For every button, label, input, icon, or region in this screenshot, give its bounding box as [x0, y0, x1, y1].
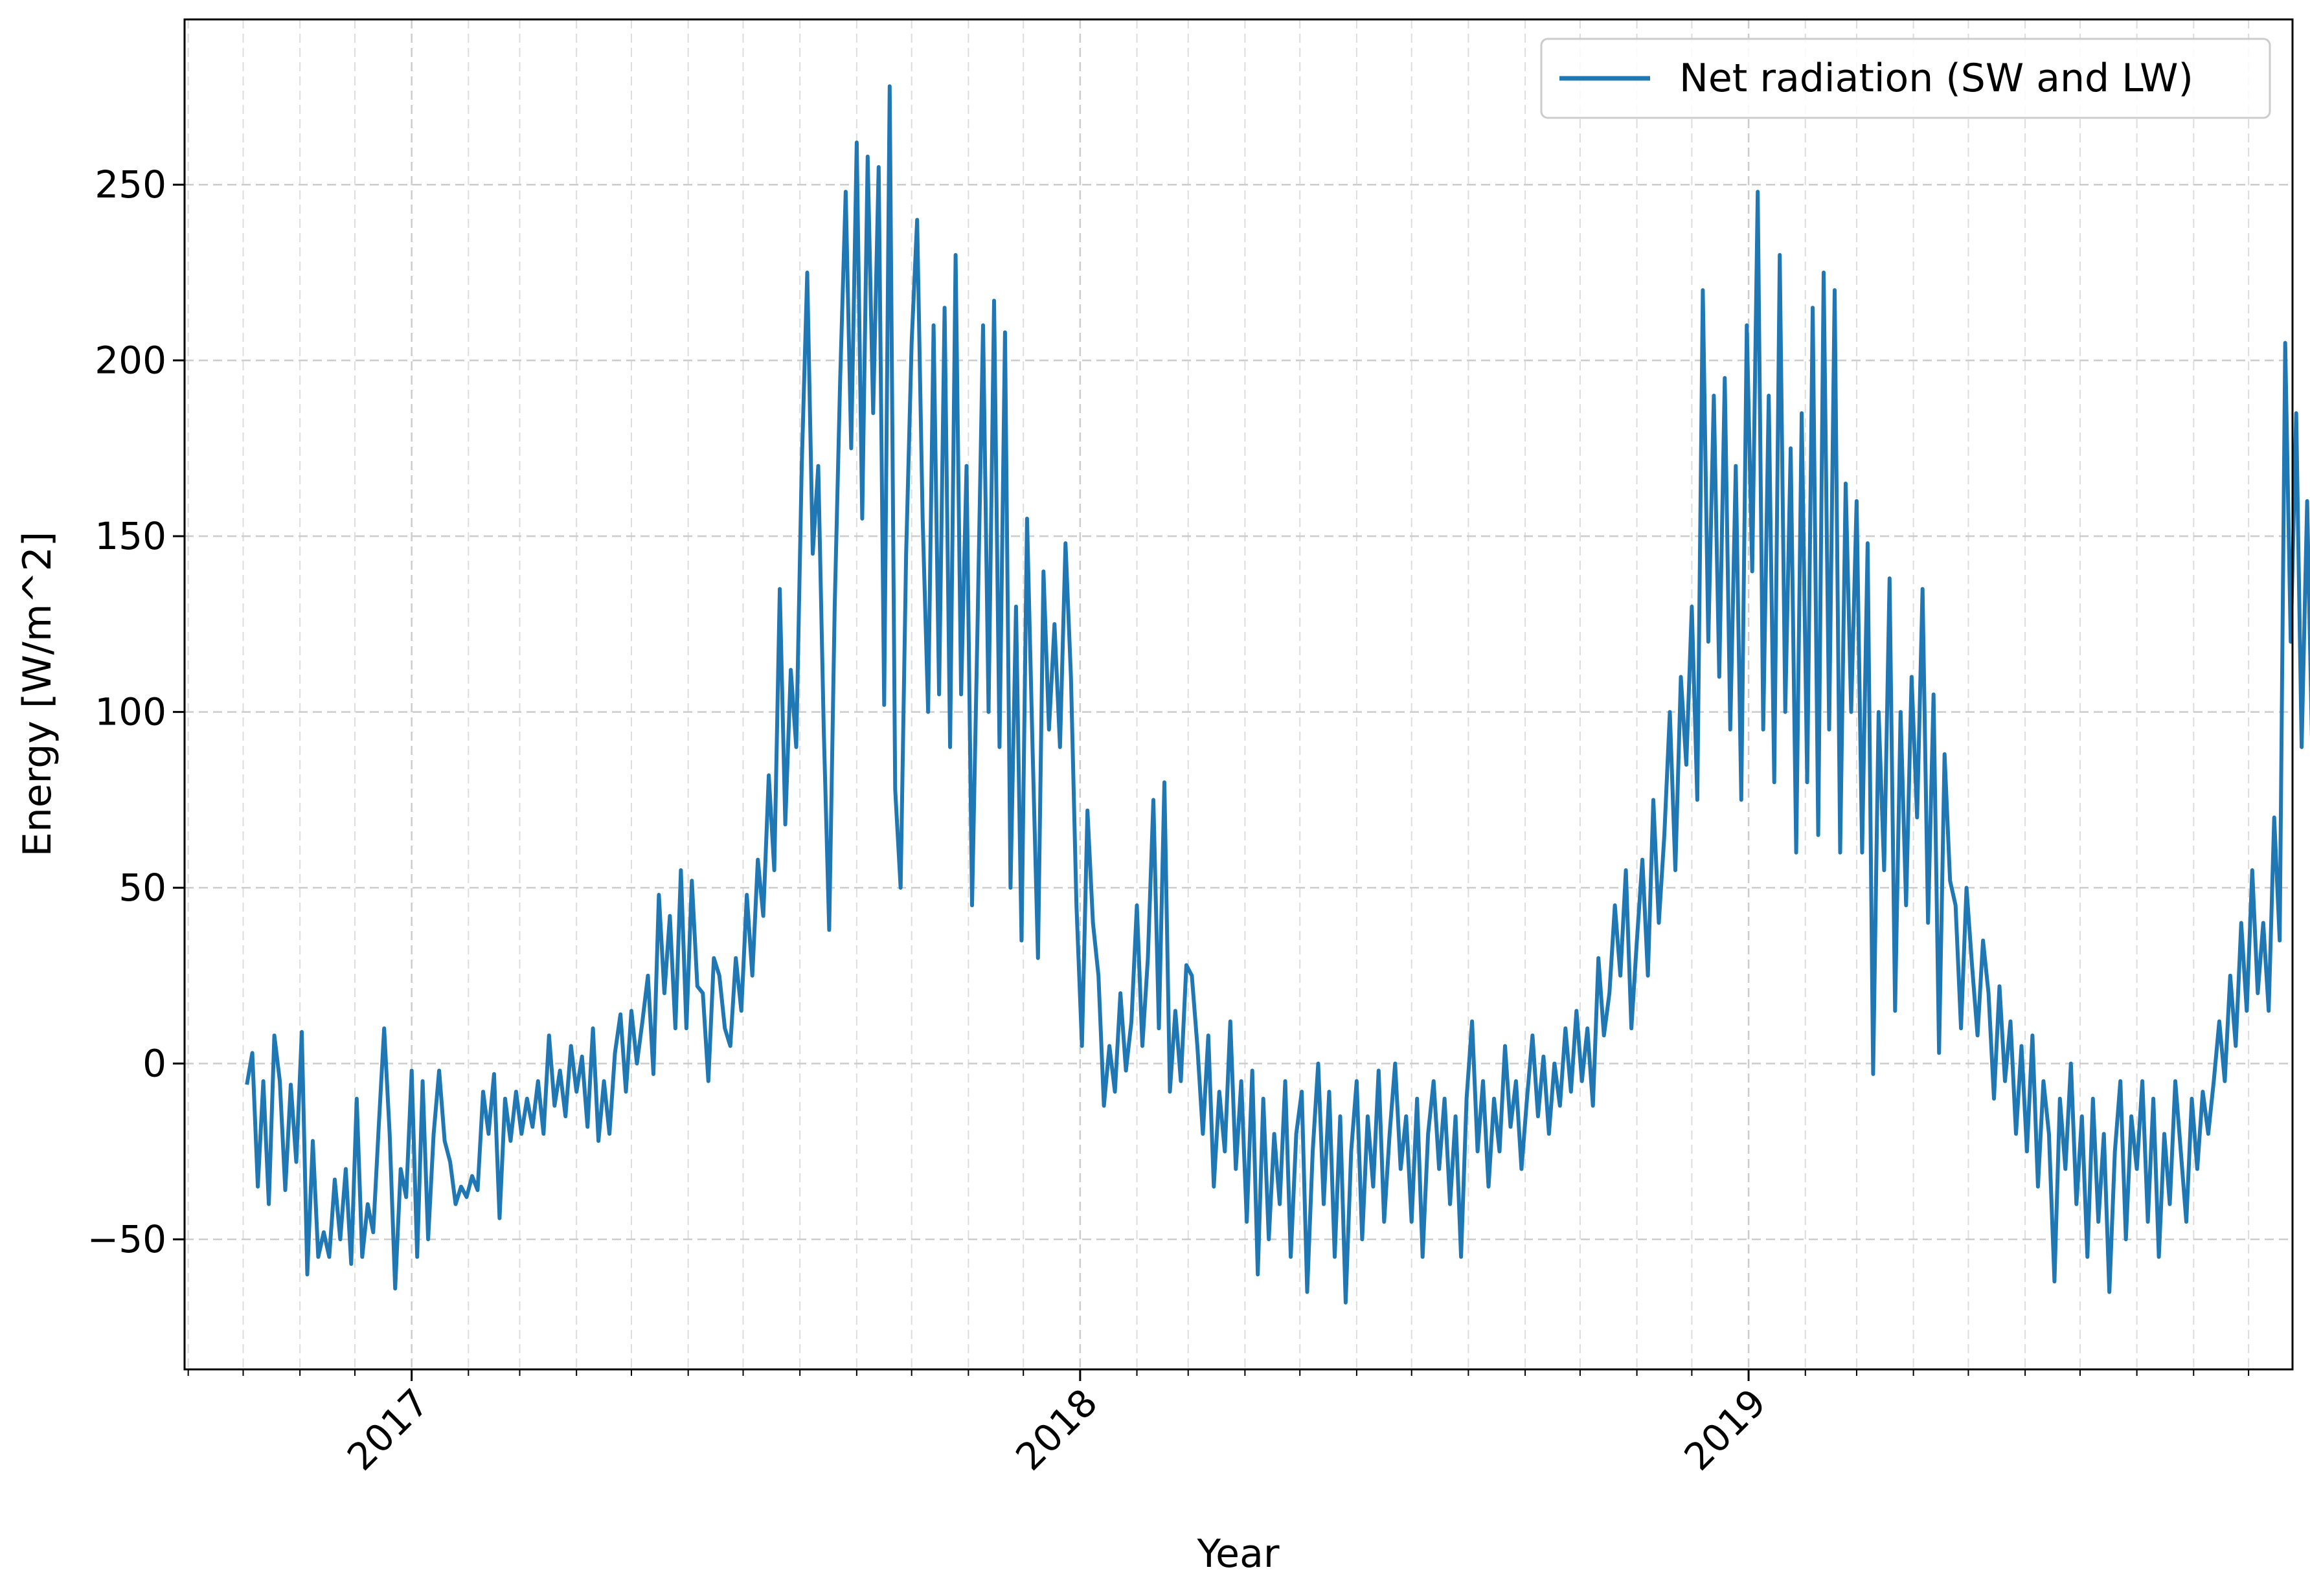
series-layer — [245, 84, 2310, 1305]
y-tick-label: 150 — [95, 514, 166, 558]
y-axis-title: Energy [W/m^2] — [15, 532, 60, 857]
x-axis-title: Year — [1196, 1531, 1279, 1577]
y-tick-label: −50 — [87, 1217, 166, 1261]
plot-frame — [183, 18, 2294, 1371]
legend: Net radiation (SW and LW) — [1540, 38, 2271, 119]
y-tick-label: 250 — [95, 163, 166, 207]
y-tick-label: 200 — [95, 339, 166, 383]
y-tick-label: 100 — [95, 690, 166, 734]
legend-box — [1540, 38, 2271, 119]
y-tick-label: 50 — [119, 866, 166, 910]
series-line — [245, 84, 2310, 1305]
y-tick-label: 0 — [142, 1042, 166, 1086]
legend-label: Net radiation (SW and LW) — [1679, 56, 2193, 101]
